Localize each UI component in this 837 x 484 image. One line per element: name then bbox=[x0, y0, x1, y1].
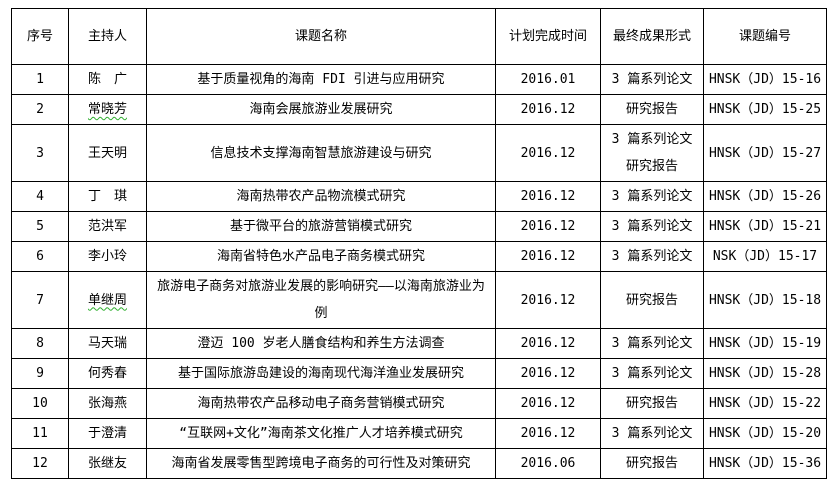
cell-code: HNSK（JD）15-28 bbox=[703, 358, 827, 389]
cell-date: 2016.12 bbox=[495, 241, 601, 272]
cell-title: 基于国际旅游岛建设的海南现代海洋渔业发展研究 bbox=[146, 358, 496, 389]
table-row: 2 常晓芳 海南会展旅游业发展研究 2016.12 研究报告 HNSK（JD）15-25 bbox=[11, 94, 827, 125]
cell-title: 海南会展旅游业发展研究 bbox=[146, 94, 496, 125]
cell-result: 研究报告 bbox=[600, 271, 704, 329]
cell-date: 2016.12 bbox=[495, 358, 601, 389]
table-row: 3 王天明 信息技术支撑海南智慧旅游建设与研究 2016.12 3 篇系列论文 研究报告… bbox=[11, 124, 827, 182]
cell-title: 海南热带农产品移动电子商务营销模式研究 bbox=[146, 388, 496, 419]
cell-result: 研究报告 bbox=[600, 388, 704, 419]
cell-serial: 3 bbox=[11, 124, 69, 182]
header-row: 序号 主持人 课题名称 计划完成时间 最终成果形式 课题编号 bbox=[11, 8, 827, 65]
table-row: 11 于澄清 “互联网+文化”海南茶文化推广人才培养模式研究 2016.12 3 篇系列… bbox=[11, 418, 827, 449]
table-row: 9 何秀春 基于国际旅游岛建设的海南现代海洋渔业发展研究 2016.12 3 篇系列论文… bbox=[11, 358, 827, 389]
cell-code: NSK（JD）15-17 bbox=[703, 241, 827, 272]
cell-host: 陈 广 bbox=[68, 64, 147, 95]
cell-date: 2016.12 bbox=[495, 388, 601, 419]
cell-date: 2016.12 bbox=[495, 94, 601, 125]
cell-result: 3 篇系列论文 研究报告 bbox=[600, 124, 704, 182]
cell-code: HNSK（JD）15-25 bbox=[703, 94, 827, 125]
cell-serial: 5 bbox=[11, 211, 69, 242]
cell-serial: 8 bbox=[11, 328, 69, 359]
cell-title: 海南省发展零售型跨境电子商务的可行性及对策研究 bbox=[146, 448, 496, 479]
table-row: 10 张海燕 海南热带农产品移动电子商务营销模式研究 2016.12 研究报告 HNSK（… bbox=[11, 388, 827, 419]
cell-host: 常晓芳 bbox=[68, 94, 147, 125]
cell-result: 3 篇系列论文 bbox=[600, 64, 704, 95]
cell-code: HNSK（JD）15-20 bbox=[703, 418, 827, 449]
cell-date: 2016.12 bbox=[495, 124, 601, 182]
cell-code: HNSK（JD）15-22 bbox=[703, 388, 827, 419]
cell-date: 2016.12 bbox=[495, 271, 601, 329]
cell-title: 信息技术支撑海南智慧旅游建设与研究 bbox=[146, 124, 496, 182]
cell-serial: 7 bbox=[11, 271, 69, 329]
cell-title: 海南省特色水产品电子商务模式研究 bbox=[146, 241, 496, 272]
cell-date: 2016.12 bbox=[495, 328, 601, 359]
table-row: 12 张继友 海南省发展零售型跨境电子商务的可行性及对策研究 2016.06 研究报告 H… bbox=[11, 448, 827, 479]
table-row: 5 范洪军 基于微平台的旅游营销模式研究 2016.12 3 篇系列论文 HNSK（JD）… bbox=[11, 211, 827, 242]
cell-host: 丁 琪 bbox=[68, 181, 147, 212]
table-row: 6 李小玲 海南省特色水产品电子商务模式研究 2016.12 3 篇系列论文 NSK（JD… bbox=[11, 241, 827, 272]
cell-code: HNSK（JD）15-36 bbox=[703, 448, 827, 479]
cell-title: 澄迈 100 岁老人膳食结构和养生方法调查 bbox=[146, 328, 496, 359]
cell-date: 2016.01 bbox=[495, 64, 601, 95]
cell-date: 2016.12 bbox=[495, 181, 601, 212]
cell-host: 何秀春 bbox=[68, 358, 147, 389]
cell-result: 研究报告 bbox=[600, 448, 704, 479]
cell-code: HNSK（JD）15-26 bbox=[703, 181, 827, 212]
cell-result: 3 篇系列论文 bbox=[600, 211, 704, 242]
table-row: 7 单继周 旅游电子商务对旅游业发展的影响研究——以海南旅游业为例 2016.12 研究… bbox=[11, 271, 827, 329]
cell-serial: 2 bbox=[11, 94, 69, 125]
cell-serial: 12 bbox=[11, 448, 69, 479]
cell-serial: 11 bbox=[11, 418, 69, 449]
header-project-code: 课题编号 bbox=[703, 8, 827, 65]
cell-serial: 4 bbox=[11, 181, 69, 212]
cell-result: 3 篇系列论文 bbox=[600, 418, 704, 449]
cell-host: 单继周 bbox=[68, 271, 147, 329]
header-planned-date: 计划完成时间 bbox=[495, 8, 601, 65]
cell-code: HNSK（JD）15-21 bbox=[703, 211, 827, 242]
cell-host: 范洪军 bbox=[68, 211, 147, 242]
cell-host: 李小玲 bbox=[68, 241, 147, 272]
header-result-form: 最终成果形式 bbox=[600, 8, 704, 65]
cell-host: 张继友 bbox=[68, 448, 147, 479]
cell-result: 研究报告 bbox=[600, 94, 704, 125]
cell-title: 基于微平台的旅游营销模式研究 bbox=[146, 211, 496, 242]
cell-date: 2016.12 bbox=[495, 418, 601, 449]
cell-code: HNSK（JD）15-27 bbox=[703, 124, 827, 182]
cell-code: HNSK（JD）15-19 bbox=[703, 328, 827, 359]
header-serial: 序号 bbox=[11, 8, 69, 65]
cell-code: HNSK（JD）15-18 bbox=[703, 271, 827, 329]
cell-title: “互联网+文化”海南茶文化推广人才培养模式研究 bbox=[146, 418, 496, 449]
header-host: 主持人 bbox=[68, 8, 147, 65]
cell-code: HNSK（JD）15-16 bbox=[703, 64, 827, 95]
cell-host: 马天瑞 bbox=[68, 328, 147, 359]
cell-serial: 1 bbox=[11, 64, 69, 95]
cell-host: 于澄清 bbox=[68, 418, 147, 449]
header-title: 课题名称 bbox=[146, 8, 496, 65]
cell-host: 王天明 bbox=[68, 124, 147, 182]
cell-date: 2016.06 bbox=[495, 448, 601, 479]
cell-result: 3 篇系列论文 bbox=[600, 328, 704, 359]
cell-result: 3 篇系列论文 bbox=[600, 241, 704, 272]
cell-title: 海南热带农产品物流模式研究 bbox=[146, 181, 496, 212]
cell-serial: 9 bbox=[11, 358, 69, 389]
cell-result: 3 篇系列论文 bbox=[600, 181, 704, 212]
cell-title: 旅游电子商务对旅游业发展的影响研究——以海南旅游业为例 bbox=[146, 271, 496, 329]
cell-date: 2016.12 bbox=[495, 211, 601, 242]
table-row: 8 马天瑞 澄迈 100 岁老人膳食结构和养生方法调查 2016.12 3 篇系列论文 H… bbox=[11, 328, 827, 359]
cell-title: 基于质量视角的海南 FDI 引进与应用研究 bbox=[146, 64, 496, 95]
cell-host: 张海燕 bbox=[68, 388, 147, 419]
cell-result: 3 篇系列论文 bbox=[600, 358, 704, 389]
cell-serial: 6 bbox=[11, 241, 69, 272]
cell-serial: 10 bbox=[11, 388, 69, 419]
